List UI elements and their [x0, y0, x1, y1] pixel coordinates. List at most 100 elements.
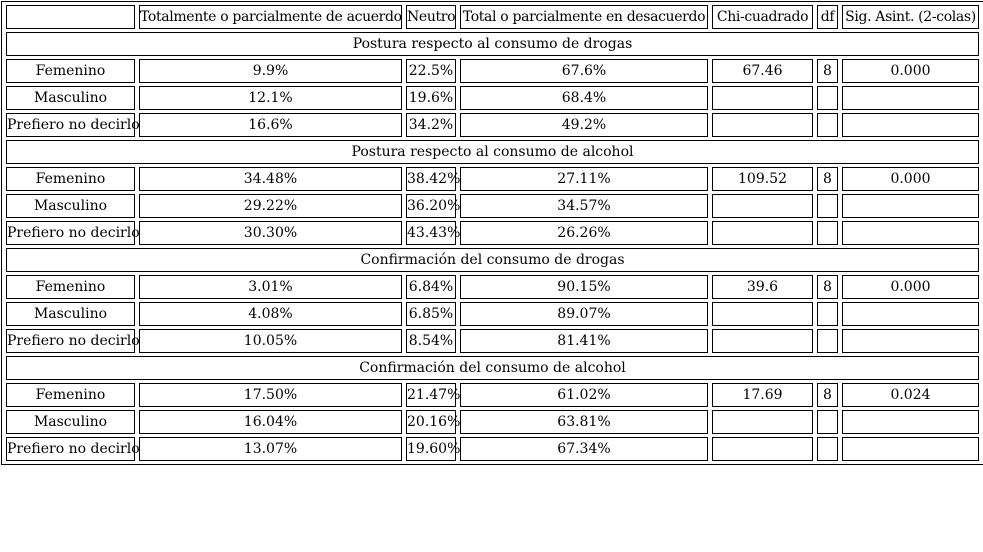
- column-header: Neutro: [406, 5, 456, 29]
- row-label: Masculino: [6, 194, 135, 218]
- data-row: Masculino 12.1% 19.6% 68.4%: [6, 86, 979, 110]
- section-header-row: Postura respecto al consumo de alcohol: [6, 140, 979, 164]
- data-row: Masculino 16.04% 20.16% 63.81%: [6, 410, 979, 434]
- row-label: Femenino: [6, 275, 135, 299]
- data-cell: 0.000: [842, 167, 979, 191]
- corner-header-cell: [6, 5, 135, 29]
- data-cell: 34.48%: [139, 167, 402, 191]
- data-cell: 81.41%: [460, 329, 708, 353]
- data-cell: [712, 329, 813, 353]
- table-body: Postura respecto al consumo de drogas Fem…: [6, 32, 979, 461]
- data-row: Masculino 29.22% 36.20% 34.57%: [6, 194, 979, 218]
- data-row: Prefiero no decirlo 10.05% 8.54% 81.41%: [6, 329, 979, 353]
- data-cell: [712, 86, 813, 110]
- data-cell: 4.08%: [139, 302, 402, 326]
- section-title: Confirmación del consumo de drogas: [6, 248, 979, 272]
- data-row: Masculino 4.08% 6.85% 89.07%: [6, 302, 979, 326]
- data-cell: [712, 113, 813, 137]
- row-label: Prefiero no decirlo: [6, 221, 140, 245]
- data-cell: 63.81%: [460, 410, 708, 434]
- data-cell: 8.54%: [406, 329, 456, 353]
- data-cell: 0.000: [842, 275, 979, 299]
- column-header: Total o parcialmente en desacuerdo: [460, 5, 708, 29]
- data-cell: 49.2%: [460, 113, 708, 137]
- data-cell: [712, 194, 813, 218]
- data-cell: [842, 329, 979, 353]
- row-label: Prefiero no decirlo: [6, 113, 140, 137]
- data-cell: 67.6%: [460, 59, 708, 83]
- data-cell: 68.4%: [460, 86, 708, 110]
- data-cell: [842, 302, 979, 326]
- data-cell: 12.1%: [139, 86, 402, 110]
- data-cell: 22.5%: [406, 59, 456, 83]
- data-cell: [712, 221, 813, 245]
- data-cell: [817, 86, 838, 110]
- data-cell: 43.43%: [406, 221, 460, 245]
- data-cell: 67.34%: [460, 437, 708, 461]
- data-cell: 8: [817, 383, 838, 407]
- data-cell: 13.07%: [139, 437, 402, 461]
- section-title: Postura respecto al consumo de alcohol: [6, 140, 979, 164]
- data-cell: [817, 302, 838, 326]
- data-cell: 17.50%: [139, 383, 402, 407]
- data-cell: 36.20%: [406, 194, 460, 218]
- data-cell: [842, 113, 979, 137]
- data-cell: [712, 410, 813, 434]
- data-row: Prefiero no decirlo 30.30% 43.43% 26.26%: [6, 221, 979, 245]
- row-label: Prefiero no decirlo: [6, 437, 140, 461]
- data-cell: [842, 86, 979, 110]
- row-label: Femenino: [6, 59, 135, 83]
- data-cell: [712, 437, 813, 461]
- data-cell: 34.2%: [406, 113, 456, 137]
- data-cell: 9.9%: [139, 59, 402, 83]
- data-cell: [842, 194, 979, 218]
- data-cell: 10.05%: [139, 329, 402, 353]
- data-row: Femenino 34.48% 38.42% 27.11% 109.52 8 0.000: [6, 167, 979, 191]
- row-label: Masculino: [6, 86, 135, 110]
- data-cell: [712, 302, 813, 326]
- data-cell: 90.15%: [460, 275, 708, 299]
- data-cell: 29.22%: [139, 194, 402, 218]
- data-cell: [817, 113, 838, 137]
- data-row: Femenino 17.50% 21.47% 61.02% 17.69 8 0.024: [6, 383, 979, 407]
- column-header: Totalmente o parcialmente de acuerdo: [139, 5, 402, 29]
- data-cell: 6.84%: [406, 275, 456, 299]
- data-cell: 16.04%: [139, 410, 402, 434]
- column-header: Chi-cuadrado: [712, 5, 813, 29]
- data-cell: 30.30%: [139, 221, 402, 245]
- data-cell: 38.42%: [406, 167, 460, 191]
- data-cell: [842, 221, 979, 245]
- data-cell: [817, 410, 838, 434]
- data-cell: 34.57%: [460, 194, 708, 218]
- section-title: Postura respecto al consumo de drogas: [6, 32, 979, 56]
- data-cell: 109.52: [712, 167, 813, 191]
- data-cell: 17.69: [712, 383, 813, 407]
- column-header: df: [817, 5, 838, 29]
- row-label: Femenino: [6, 167, 135, 191]
- data-cell: 20.16%: [406, 410, 460, 434]
- data-cell: 16.6%: [139, 113, 402, 137]
- data-cell: 39.6: [712, 275, 813, 299]
- data-cell: [817, 329, 838, 353]
- data-cell: 6.85%: [406, 302, 456, 326]
- data-cell: [842, 410, 979, 434]
- section-header-row: Postura respecto al consumo de drogas: [6, 32, 979, 56]
- section-header-row: Confirmación del consumo de drogas: [6, 248, 979, 272]
- data-cell: 8: [817, 275, 838, 299]
- data-cell: 3.01%: [139, 275, 402, 299]
- statistics-table: Totalmente o parcialmente de acuerdo Neut…: [1, 1, 983, 465]
- row-label: Masculino: [6, 302, 135, 326]
- data-cell: 19.60%: [406, 437, 460, 461]
- data-cell: [817, 194, 838, 218]
- data-cell: 67.46: [712, 59, 813, 83]
- data-cell: [817, 221, 838, 245]
- column-header: Sig. Asint. (2-colas): [842, 5, 979, 29]
- data-cell: 21.47%: [406, 383, 460, 407]
- data-cell: [817, 437, 838, 461]
- data-cell: 89.07%: [460, 302, 708, 326]
- data-row: Femenino 3.01% 6.84% 90.15% 39.6 8 0.000: [6, 275, 979, 299]
- header-row: Totalmente o parcialmente de acuerdo Neut…: [6, 5, 979, 29]
- data-cell: 8: [817, 59, 838, 83]
- data-cell: [842, 437, 979, 461]
